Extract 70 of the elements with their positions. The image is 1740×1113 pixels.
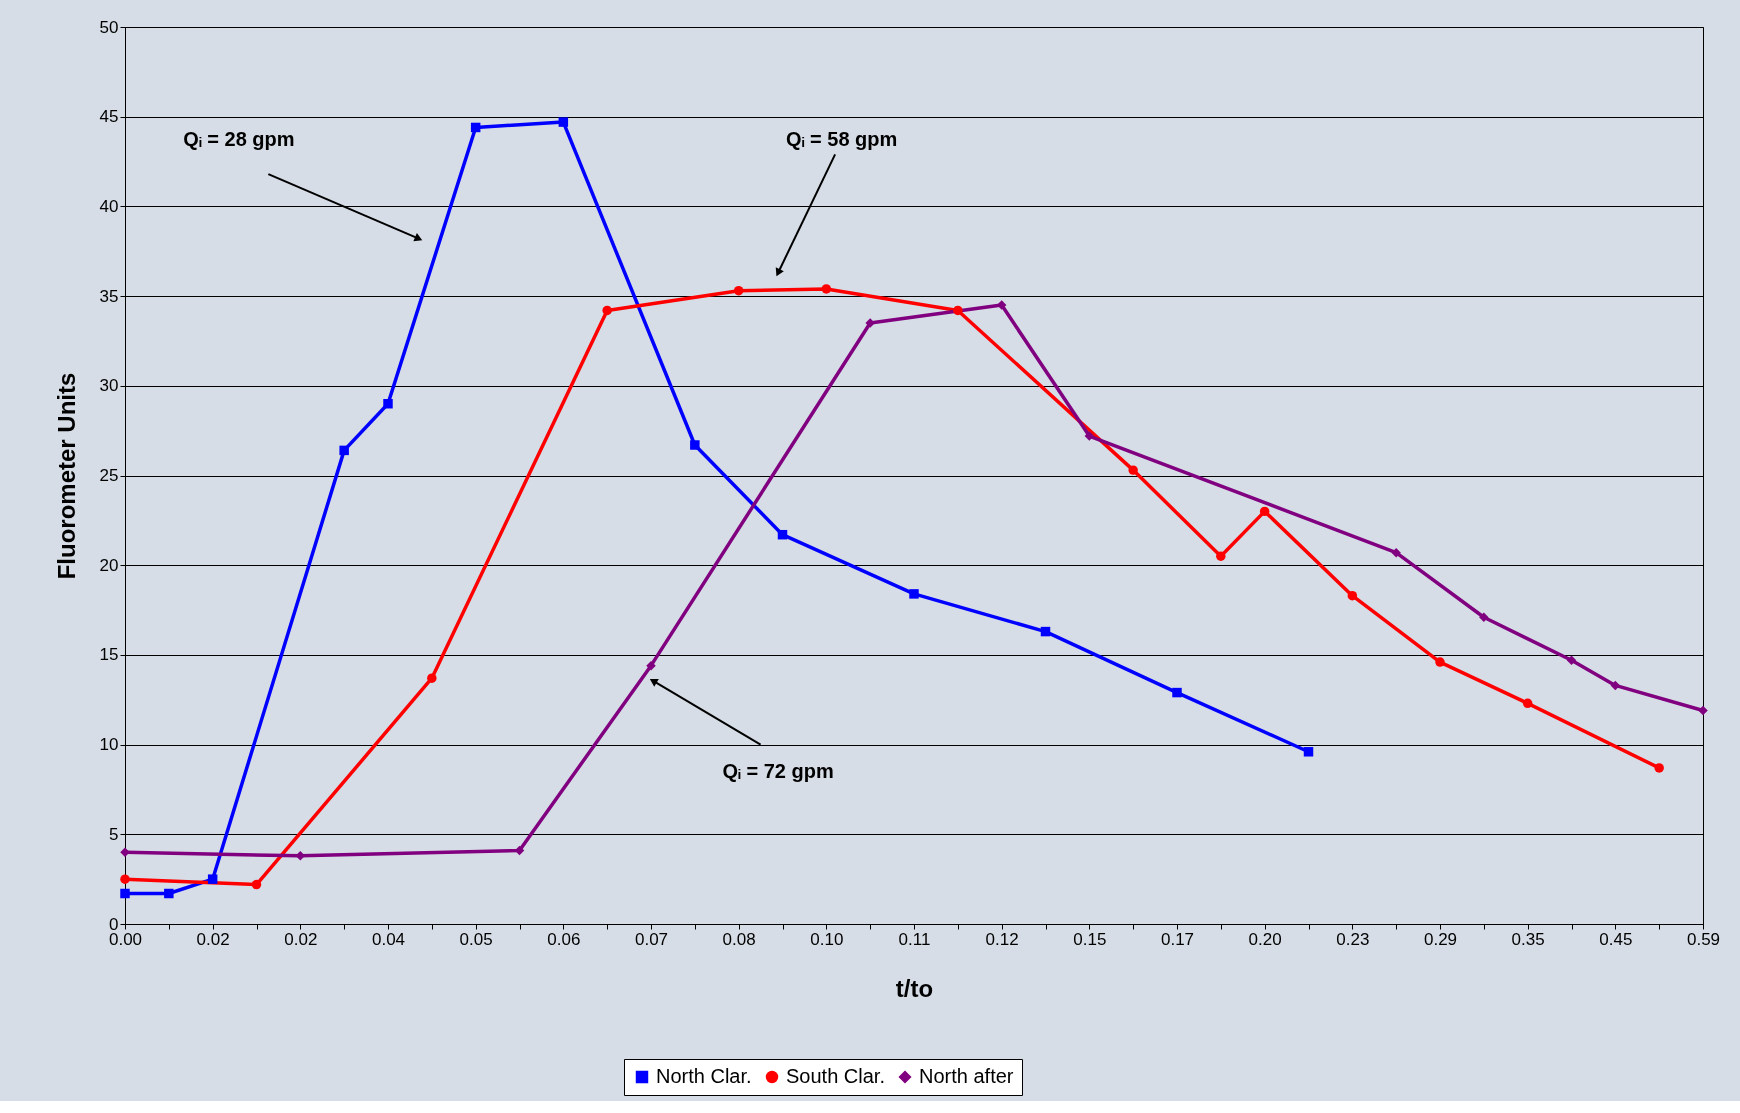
x-tick-label: 0.15 <box>1073 929 1107 949</box>
x-tick-label: 0.02 <box>196 929 230 949</box>
y-tick-label: 20 <box>99 555 119 575</box>
point <box>1654 763 1664 773</box>
point <box>821 284 832 294</box>
x-tick-label: 0.59 <box>1686 929 1721 949</box>
x-tick-label: 0.05 <box>459 929 493 949</box>
annotation: Qᵢ = 28 gpm <box>183 128 295 151</box>
point <box>690 440 700 450</box>
point <box>207 874 218 884</box>
point <box>427 673 437 683</box>
point <box>1040 626 1051 637</box>
x-tick-label: 0.23 <box>1336 929 1370 949</box>
legend-label: South Clar. <box>786 1065 885 1087</box>
y-tick-label: 45 <box>99 107 119 127</box>
point <box>164 888 174 899</box>
legend-label: North Clar. <box>656 1065 752 1087</box>
point <box>339 445 349 456</box>
x-tick-label: 0.20 <box>1248 929 1282 949</box>
point <box>1522 698 1533 709</box>
point <box>1216 551 1226 561</box>
point <box>1391 547 1401 558</box>
y-tick-label: 40 <box>99 196 119 216</box>
point <box>602 305 612 316</box>
y-tick-label: 25 <box>99 466 119 485</box>
x-tick-label: 0.35 <box>1511 929 1545 949</box>
point <box>251 879 262 890</box>
y-tick-label: 5 <box>109 824 119 844</box>
point <box>1172 687 1182 698</box>
x-tick-label: 0.04 <box>371 929 406 949</box>
y-tick-label: 10 <box>99 735 119 755</box>
x-tick-label: 0.11 <box>898 929 931 949</box>
point <box>909 589 919 599</box>
point <box>1128 465 1138 475</box>
point <box>1610 680 1621 691</box>
point <box>1435 657 1445 667</box>
legend-label: North after <box>919 1065 1014 1087</box>
point <box>558 117 569 127</box>
x-axis-title: t/to <box>895 974 934 1002</box>
annotation: Qᵢ = 72 gpm <box>722 759 834 782</box>
x-tick-label: 0.07 <box>634 929 669 949</box>
point <box>120 874 130 884</box>
point <box>1303 747 1314 757</box>
point <box>1347 590 1358 601</box>
point <box>777 529 788 540</box>
point <box>120 888 130 899</box>
point <box>1698 705 1708 716</box>
x-tick-label: 0.06 <box>547 929 581 949</box>
x-tick-label: 0.08 <box>722 929 756 949</box>
point <box>1566 655 1577 666</box>
y-tick-label: 35 <box>99 286 119 306</box>
point <box>383 399 393 409</box>
point <box>1259 506 1270 517</box>
point <box>733 285 744 296</box>
point <box>470 122 481 133</box>
x-tick-label: 0.45 <box>1599 929 1633 949</box>
point <box>646 660 656 671</box>
x-tick-label: 0.02 <box>284 929 318 949</box>
y-axis-title: Fluorometer Units <box>52 372 80 580</box>
point <box>1084 431 1095 441</box>
x-tick-label: 0.17 <box>1160 929 1195 949</box>
annotation: Qᵢ = 58 gpm <box>786 128 898 151</box>
x-tick-label: 0.29 <box>1423 929 1458 949</box>
x-tick-label: 0.12 <box>985 929 1019 949</box>
x-tick-label: 0.10 <box>810 929 844 949</box>
y-tick-label: 50 <box>99 17 119 37</box>
y-tick-label: 15 <box>99 645 119 665</box>
y-tick-label: 30 <box>99 376 119 396</box>
point <box>953 305 963 316</box>
point <box>1479 612 1489 622</box>
